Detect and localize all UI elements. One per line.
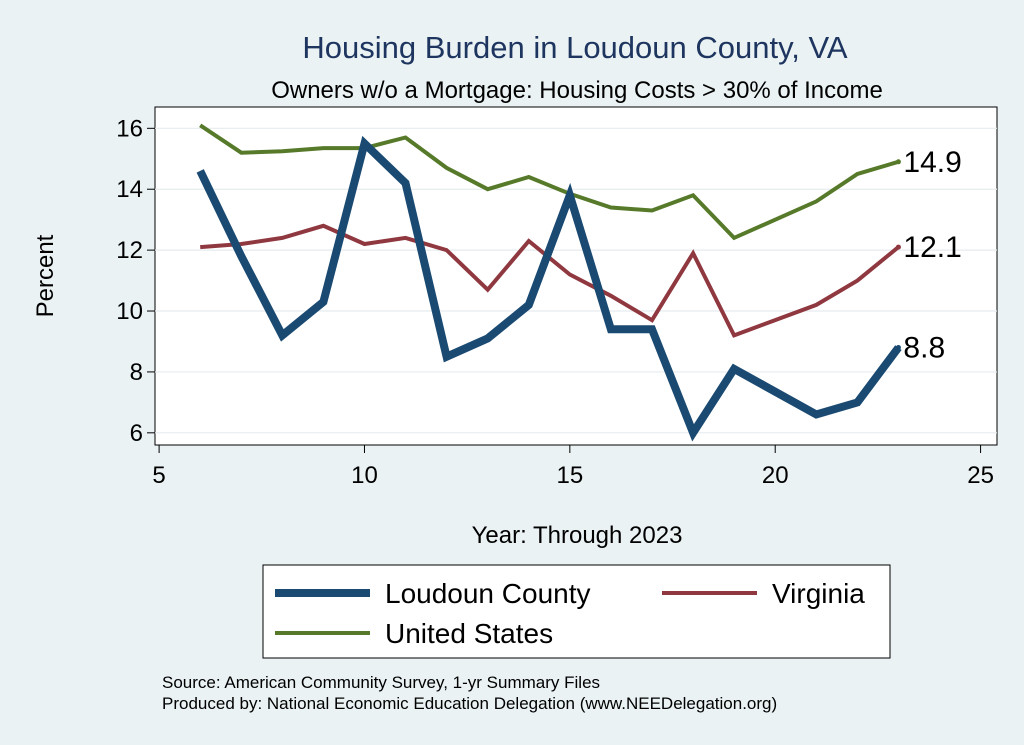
producer-note: Produced by: National Economic Education… xyxy=(162,694,777,713)
y-tick-label: 10 xyxy=(116,298,143,325)
y-tick-label: 8 xyxy=(130,359,143,386)
legend-box xyxy=(262,564,891,659)
legend-label-loudoun-county: Loudoun County xyxy=(385,578,591,609)
end-labels: 14.9 12.1 8.8 xyxy=(903,146,961,365)
x-tick-label: 5 xyxy=(152,462,165,489)
legend-label-united-states: United States xyxy=(385,618,553,649)
x-tick-label: 25 xyxy=(967,462,994,489)
end-point-virginia xyxy=(895,244,901,250)
end-label-loudoun-county: 8.8 xyxy=(903,332,945,365)
series-line-united-states xyxy=(199,123,899,241)
legend-label-virginia: Virginia xyxy=(772,578,865,609)
x-tick-label: 15 xyxy=(556,462,583,489)
end-label-virginia: 12.1 xyxy=(903,231,961,264)
y-axis-title: Percent xyxy=(32,234,59,317)
y-tick-label: 16 xyxy=(116,115,143,142)
x-axis-title: Year: Through 2023 xyxy=(472,522,683,549)
end-point-united-states xyxy=(895,159,901,165)
y-tick-label: 12 xyxy=(116,237,143,264)
series-line-virginia xyxy=(200,223,900,338)
y-ticks: 6 8 10 12 14 16 xyxy=(116,115,155,447)
chart-subtitle: Owners w/o a Mortgage: Housing Costs > 3… xyxy=(271,77,883,104)
end-label-united-states: 14.9 xyxy=(903,146,961,179)
y-tick-label: 14 xyxy=(116,176,143,203)
chart-title: Housing Burden in Loudoun County, VA xyxy=(302,30,847,65)
y-tick-label: 6 xyxy=(130,420,143,447)
legend: Loudoun County Virginia United States xyxy=(275,578,865,649)
gridlines xyxy=(155,127,997,434)
end-point-loudoun-county xyxy=(895,345,901,351)
series-line-loudoun-county xyxy=(196,135,902,442)
source-note: Source: American Community Survey, 1-yr … xyxy=(162,673,600,692)
x-tick-label: 20 xyxy=(762,462,789,489)
x-tick-label: 10 xyxy=(351,462,378,489)
x-ticks: 5 10 15 20 25 xyxy=(152,445,994,489)
series-lines xyxy=(196,123,902,442)
